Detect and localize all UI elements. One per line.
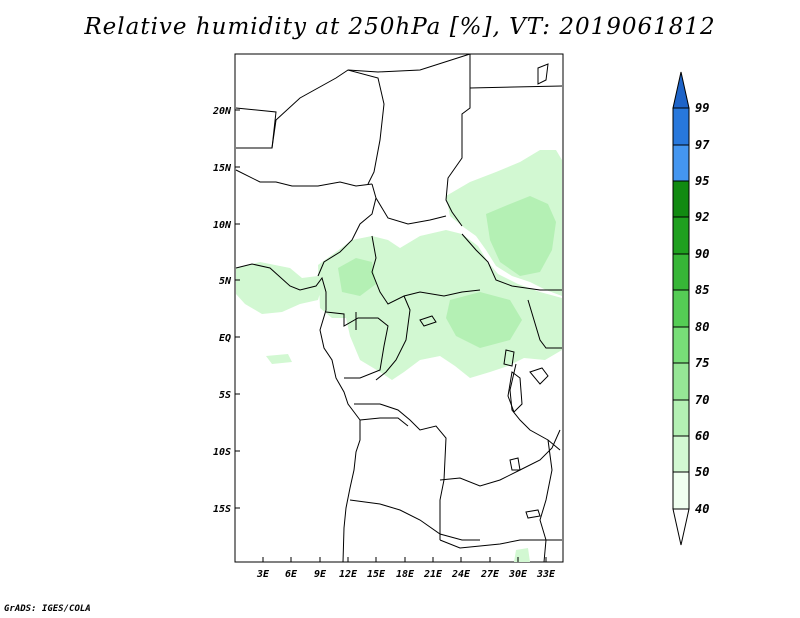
colorbar-bottom-arrow [672,508,690,546]
lat-axis: 20N 15N 10N 5N EQ 5S 10S 15S [212,106,240,515]
lake-2 [507,371,523,413]
humidity-core-central [446,292,522,348]
border-10 [371,235,481,305]
colorbar-label-50: 50 [695,465,709,479]
border-11 [325,311,389,379]
colorbar-box-85-90 [672,253,690,291]
chart-title: Relative humidity at 250hPa [%], VT: 201… [84,14,716,40]
lat-label-5n: 5N [219,276,232,287]
lat-label-15s: 15S [213,504,231,515]
lon-label-6e: 6E [285,569,298,580]
border-9 [461,233,562,291]
colorbar-box-60-70 [672,399,690,437]
lake-3 [529,367,549,385]
border-5 [445,54,471,227]
lon-label-30e: 30E [508,569,528,580]
colorbar-label-95: 95 [695,174,709,188]
humidity-core-east [486,196,556,276]
colorbar-label-40: 40 [695,502,709,516]
colorbar-label-70: 70 [695,393,709,407]
lon-label-33e: 33E [536,569,556,580]
colorbar-box-70-75 [672,362,690,401]
lat-label-20n: 20N [212,106,232,117]
humidity-shading-mid [338,196,556,348]
colorbar-label-90: 90 [695,247,709,261]
colorbar-box-80-85 [672,289,690,328]
colorbar-label-97: 97 [695,138,710,152]
border-19 [439,539,562,549]
colorbar-box-75-80 [672,326,690,364]
lake-7 [537,63,549,85]
border-1 [235,107,277,149]
coastline-west [235,263,361,563]
border-7 [317,183,377,277]
lon-label-27e: 27E [480,569,500,580]
humidity-area-coast [266,354,292,364]
lat-label-15n: 15N [213,163,232,174]
border-18 [527,299,562,349]
lat-label-10n: 10N [213,220,232,231]
humidity-area-central [318,230,562,380]
border-2 [235,169,373,187]
humidity-area-south [514,548,530,562]
border-20 [539,439,553,563]
colorbar-label-92: 92 [695,210,709,224]
lon-label-18e: 18E [396,569,415,580]
colorbar-box-92-95 [672,180,690,218]
colorbar-label-99: 99 [695,101,709,115]
border-16 [439,429,561,487]
lat-label-10s: 10S [213,447,231,458]
lon-label-12e: 12E [339,569,358,580]
colorbar-label-75: 75 [695,356,709,370]
colorbar-label-80: 80 [695,320,709,334]
borders [235,53,563,563]
colorbar-label-85: 85 [695,283,709,297]
lake-1 [503,349,515,367]
border-8 [375,197,447,225]
lon-label-15e: 15E [367,569,386,580]
border-3 [271,69,385,185]
border-4 [347,53,471,73]
lat-label-5s: 5S [219,390,231,401]
colorbar-box-97-99 [672,107,690,146]
colorbar-label-60: 60 [695,429,709,443]
colorbar-box-50-60 [672,435,690,473]
lon-label-3e: 3E [256,569,270,580]
lon-axis: 3E 6E 9E 12E 15E 18E 21E 24E 27E 30E 33E [256,557,556,580]
colorbar-labels: 99 97 95 92 90 85 80 75 70 60 50 40 [695,101,710,516]
colorbar-box-40-50 [672,471,690,510]
lake-5 [525,509,541,519]
colorbar [672,71,690,546]
lon-label-9e: 9E [314,569,327,580]
border-21 [359,417,409,427]
colorbar-top-arrow [672,71,690,109]
border-13 [375,295,411,381]
lon-label-21e: 21E [423,569,443,580]
lat-label-eq: EQ [219,333,231,344]
grads-credit: GrADS: IGES/COLA [4,604,91,614]
border-14 [354,403,447,540]
colorbar-box-95-97 [672,144,690,182]
humidity-core-west [338,258,376,296]
border-15 [349,499,480,541]
lake-6 [419,315,437,327]
lake-4 [509,457,521,471]
humidity-area-west [236,262,322,314]
colorbar-box-90-92 [672,216,690,255]
border-6 [469,85,563,89]
lon-label-24e: 24E [451,569,471,580]
